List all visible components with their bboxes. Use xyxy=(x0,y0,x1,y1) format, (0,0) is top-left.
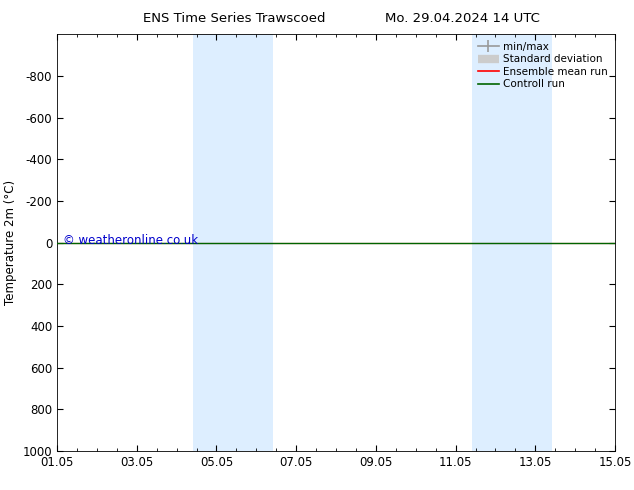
Text: © weatheronline.co.uk: © weatheronline.co.uk xyxy=(63,234,198,247)
Bar xyxy=(472,34,552,451)
Bar xyxy=(193,34,273,451)
Text: ENS Time Series Trawscoed: ENS Time Series Trawscoed xyxy=(143,12,326,25)
Legend: min/max, Standard deviation, Ensemble mean run, Controll run: min/max, Standard deviation, Ensemble me… xyxy=(476,40,610,92)
Y-axis label: Temperature 2m (°C): Temperature 2m (°C) xyxy=(4,180,17,305)
Text: Mo. 29.04.2024 14 UTC: Mo. 29.04.2024 14 UTC xyxy=(385,12,540,25)
